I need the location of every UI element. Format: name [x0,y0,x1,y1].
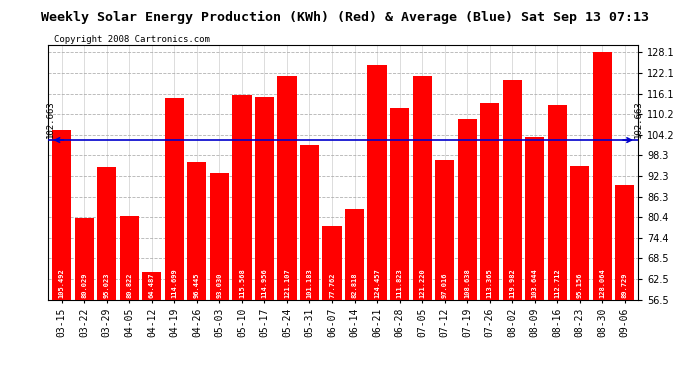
Bar [300,145,319,300]
Bar [525,136,544,300]
Text: 105.492: 105.492 [59,268,65,298]
Bar [188,162,206,300]
Text: 103.644: 103.644 [532,268,538,298]
Text: 114.956: 114.956 [262,268,268,298]
Text: 112.712: 112.712 [554,268,560,298]
Bar [233,95,252,300]
Bar [570,166,589,300]
Text: 80.029: 80.029 [81,273,88,298]
Text: Copyright 2008 Cartronics.com: Copyright 2008 Cartronics.com [55,35,210,44]
Bar [52,130,71,300]
Bar [210,173,229,300]
Text: 114.699: 114.699 [171,268,177,298]
Text: 95.023: 95.023 [104,273,110,298]
Text: 119.982: 119.982 [509,268,515,298]
Text: 77.762: 77.762 [329,273,335,298]
Text: 128.064: 128.064 [599,268,605,298]
Text: 80.822: 80.822 [126,273,132,298]
Bar [165,98,184,300]
Bar [120,216,139,300]
Text: 93.030: 93.030 [217,273,222,298]
Bar [413,76,432,300]
Text: 97.016: 97.016 [442,273,448,298]
Bar [142,272,161,300]
Text: 121.220: 121.220 [419,268,425,298]
Bar [277,76,297,300]
Bar [75,219,94,300]
Text: 102.663: 102.663 [46,101,55,138]
Text: 96.445: 96.445 [194,273,200,298]
Bar [457,119,477,300]
Bar [593,52,612,300]
Text: 108.638: 108.638 [464,268,470,298]
Text: 121.107: 121.107 [284,268,290,298]
Text: Weekly Solar Energy Production (KWh) (Red) & Average (Blue) Sat Sep 13 07:13: Weekly Solar Energy Production (KWh) (Re… [41,11,649,24]
Text: 111.823: 111.823 [397,268,402,298]
Bar [548,105,566,300]
Bar [502,80,522,300]
Text: 95.156: 95.156 [577,273,583,298]
Text: 124.457: 124.457 [374,268,380,298]
Text: 101.183: 101.183 [306,268,313,298]
Text: 113.365: 113.365 [486,268,493,298]
Bar [615,185,634,300]
Bar [345,209,364,300]
Bar [368,64,386,300]
Text: 64.487: 64.487 [149,273,155,298]
Text: 82.818: 82.818 [351,273,357,298]
Text: 115.568: 115.568 [239,268,245,298]
Bar [435,160,454,300]
Bar [322,226,342,300]
Bar [390,108,409,300]
Bar [255,98,274,300]
Text: 89.729: 89.729 [622,273,628,298]
Bar [97,166,117,300]
Bar [480,103,499,300]
Text: 102.663: 102.663 [633,101,643,138]
